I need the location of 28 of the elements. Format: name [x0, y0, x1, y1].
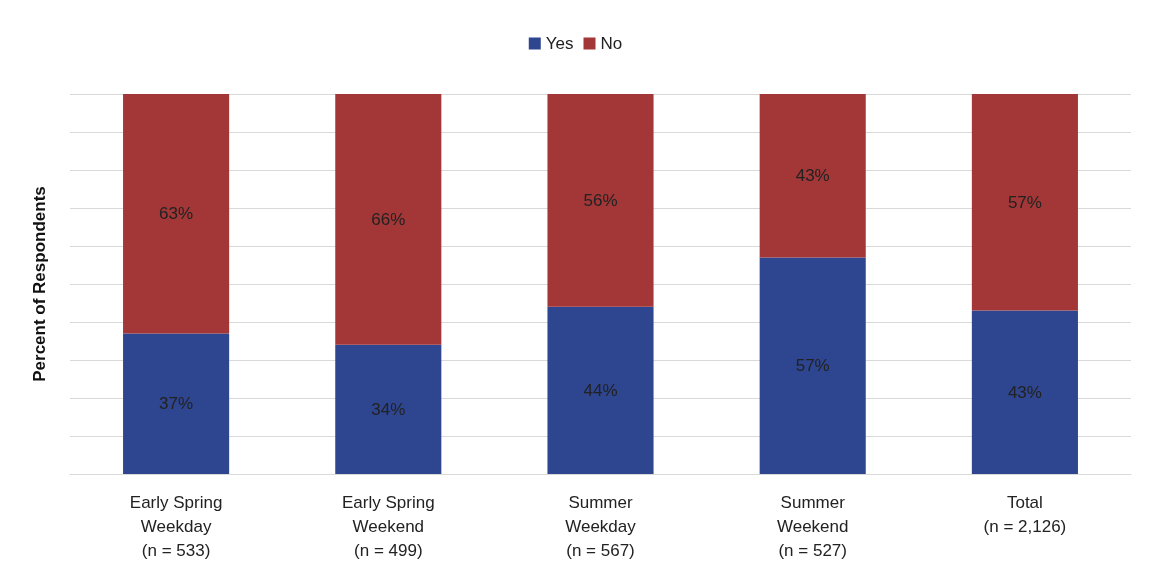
data-label: 34% — [371, 399, 406, 419]
bar — [123, 94, 230, 334]
x-tick-label: Summer Weekend (n = 527) — [776, 492, 849, 560]
data-label: 37% — [159, 394, 194, 414]
data-label: 44% — [583, 380, 618, 400]
x-tick-label: Summer Weekday (n = 567) — [565, 492, 637, 560]
legend-label: Yes — [545, 34, 574, 53]
legend-label: No — [600, 34, 623, 53]
x-tick-label: Early Spring Weekday (n = 533) — [129, 492, 223, 560]
bar — [971, 94, 1078, 311]
x-tick-label: Early Spring Weekend (n = 499) — [342, 492, 435, 560]
bar — [759, 94, 866, 258]
data-label: 57% — [795, 356, 830, 376]
bar — [547, 94, 654, 307]
bar — [547, 306, 654, 474]
data-label: 43% — [1007, 382, 1042, 402]
bar — [123, 333, 230, 474]
x-tick-label: Total (n = 2,126) — [983, 492, 1067, 536]
y-axis-title: Percent of Respondents — [30, 186, 49, 382]
data-label: 66% — [371, 209, 406, 229]
bar — [971, 310, 1078, 474]
bar — [335, 344, 442, 474]
data-label: 57% — [1007, 192, 1042, 212]
bar — [759, 257, 866, 474]
bar — [335, 94, 442, 345]
data-label: 63% — [159, 204, 194, 224]
data-label: 43% — [795, 166, 830, 186]
data-label: 56% — [583, 190, 618, 210]
